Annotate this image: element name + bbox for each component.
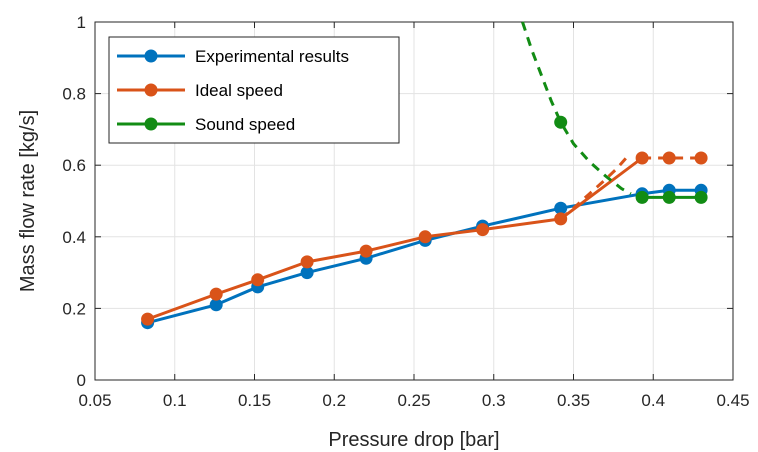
data-point <box>209 287 223 301</box>
legend-marker <box>144 49 158 63</box>
x-tick-label: 0.3 <box>482 391 506 410</box>
x-tick-label: 0.25 <box>397 391 430 410</box>
series-layer <box>141 21 708 330</box>
data-point <box>359 244 373 258</box>
legend-item: Ideal speed <box>117 81 283 100</box>
x-tick-label: 0.35 <box>557 391 590 410</box>
x-tick-label: 0.2 <box>322 391 346 410</box>
data-point <box>635 151 649 165</box>
data-point <box>300 266 314 280</box>
x-axis-label: Pressure drop [bar] <box>328 429 499 451</box>
legend: Experimental results Ideal speed Sound spe… <box>108 36 400 144</box>
y-tick-label: 0.4 <box>62 228 86 247</box>
data-point <box>554 115 568 129</box>
x-tick-label: 0.05 <box>78 391 111 410</box>
data-point <box>209 298 223 312</box>
y-tick-label: 0.8 <box>62 85 86 104</box>
series-sound-speed <box>521 21 708 204</box>
legend-marker <box>144 117 158 131</box>
data-point <box>251 273 265 287</box>
legend-label: Ideal speed <box>195 81 283 100</box>
data-point <box>694 151 708 165</box>
series-ideal-speed <box>141 151 708 326</box>
x-tick-label: 0.1 <box>163 391 187 410</box>
data-point <box>141 312 155 326</box>
data-point <box>694 190 708 204</box>
x-tick-label: 0.45 <box>716 391 749 410</box>
y-tick-label: 0.6 <box>62 156 86 175</box>
data-point <box>476 223 490 237</box>
data-point <box>554 212 568 226</box>
legend-marker <box>144 83 158 97</box>
data-point <box>662 151 676 165</box>
y-tick-label: 1 <box>77 13 86 32</box>
ticks: 0.05 0.1 0.15 0.2 0.25 0.3 0.35 0.4 0.45 0 0.2 0.4 0… <box>62 13 749 410</box>
data-point <box>554 201 568 215</box>
x-tick-label: 0.15 <box>238 391 271 410</box>
y-axis-label: Mass flow rate [kg/s] <box>17 110 39 292</box>
y-tick-label: 0.2 <box>62 299 86 318</box>
y-tick-label: 0 <box>77 371 86 390</box>
data-point <box>418 230 432 244</box>
legend-label: Sound speed <box>195 115 295 134</box>
series-dashed-line <box>559 157 628 221</box>
data-point <box>300 255 314 269</box>
legend-item: Experimental results <box>117 47 349 66</box>
series-dashed-line <box>521 21 632 196</box>
data-point <box>662 190 676 204</box>
data-point <box>635 190 649 204</box>
legend-item: Sound speed <box>117 115 295 134</box>
legend-label: Experimental results <box>195 47 349 66</box>
x-tick-label: 0.4 <box>641 391 665 410</box>
